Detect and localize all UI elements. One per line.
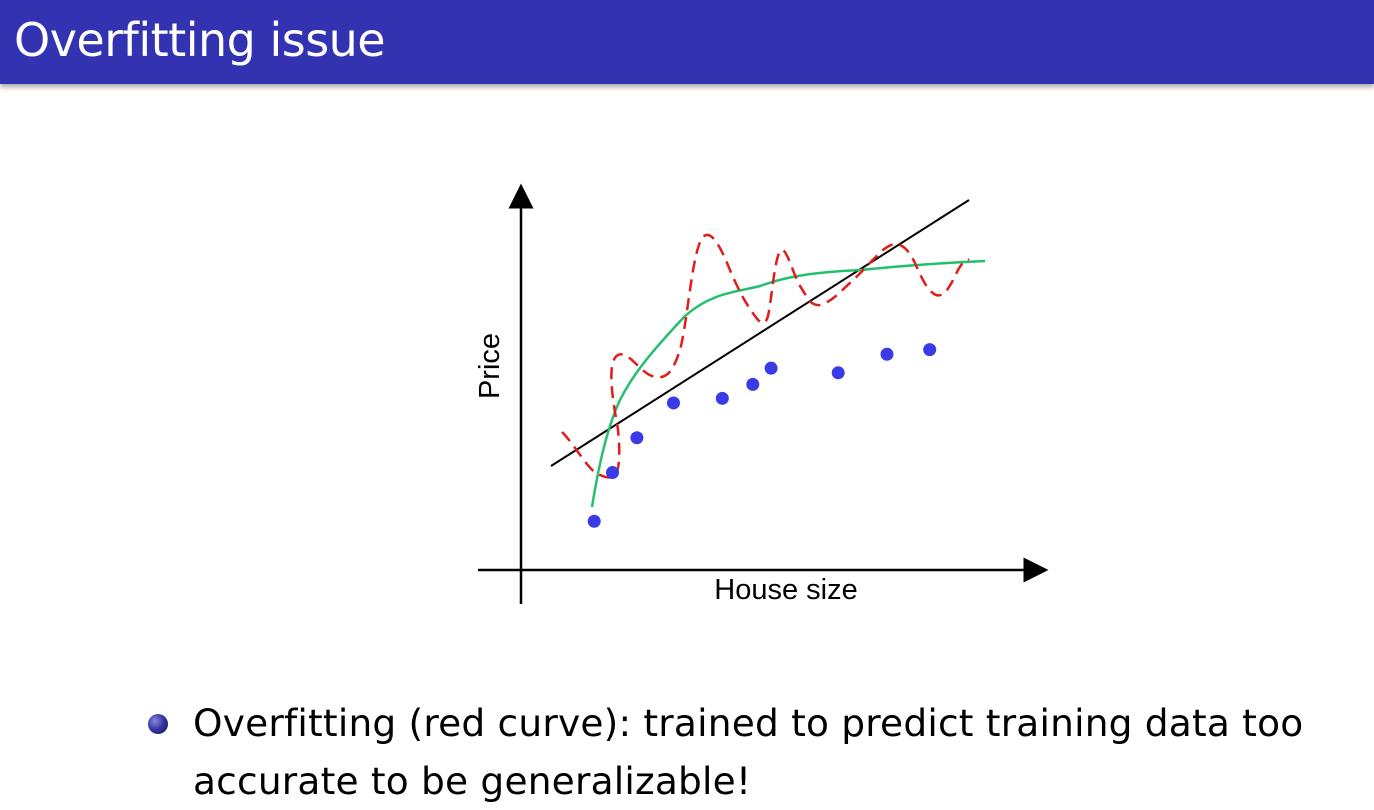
data-point [606, 466, 619, 480]
data-points [587, 343, 937, 528]
data-point [630, 431, 644, 445]
underfit-line [550, 199, 970, 467]
y-axis-label: Price [474, 333, 506, 399]
data-point [746, 377, 760, 391]
data-point [764, 361, 778, 375]
data-point [667, 396, 680, 410]
good-fit-curve [590, 259, 986, 508]
data-point [880, 347, 894, 361]
bullet-item: Overfitting (red curve): trained to pred… [148, 694, 1374, 810]
data-point [831, 366, 845, 380]
data-point [923, 343, 937, 357]
bullet-list: Overfitting (red curve): trained to pred… [148, 694, 1374, 810]
title-bar: Overfitting issue [0, 0, 1374, 84]
overfit-curve [561, 233, 970, 479]
data-point [715, 391, 729, 405]
bullet-icon [148, 714, 168, 734]
slide-title: Overfitting issue [14, 13, 386, 67]
x-axis-label: House size [714, 574, 857, 606]
data-point [587, 514, 601, 528]
bullet-text: Overfitting (red curve): trained to pred… [193, 701, 1304, 803]
